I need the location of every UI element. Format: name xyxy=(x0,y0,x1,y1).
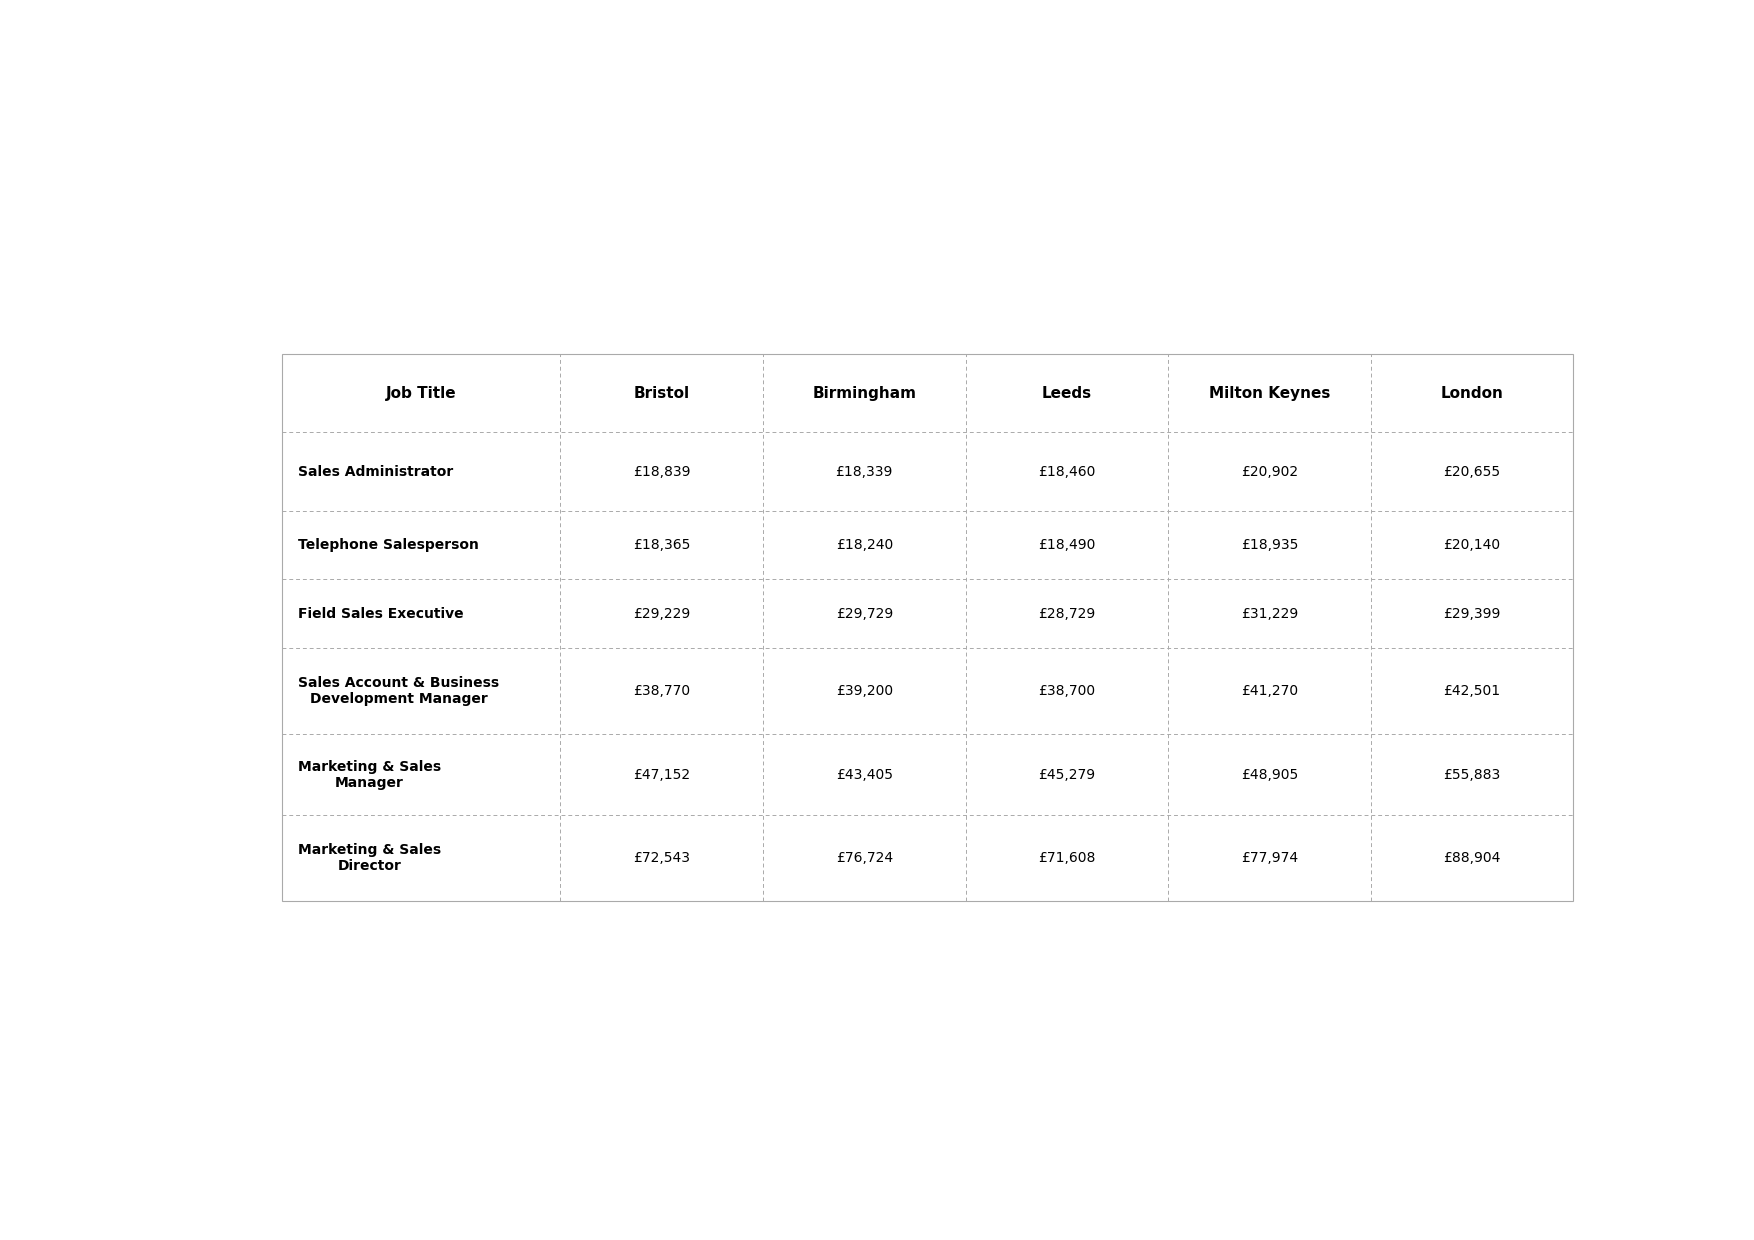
Text: £43,405: £43,405 xyxy=(835,768,893,781)
Text: £39,200: £39,200 xyxy=(835,684,893,698)
Text: Field Sales Executive: Field Sales Executive xyxy=(298,606,463,621)
Text: £28,729: £28,729 xyxy=(1038,606,1096,621)
Text: £76,724: £76,724 xyxy=(835,851,893,866)
Text: Birmingham: Birmingham xyxy=(812,386,916,401)
Text: £18,460: £18,460 xyxy=(1038,465,1096,479)
Text: £55,883: £55,883 xyxy=(1444,768,1500,781)
Text: £71,608: £71,608 xyxy=(1038,851,1096,866)
Text: £38,700: £38,700 xyxy=(1038,684,1094,698)
Text: Bristol: Bristol xyxy=(633,386,689,401)
Text: £31,229: £31,229 xyxy=(1240,606,1298,621)
Text: Job Title: Job Title xyxy=(386,386,456,401)
Text: £20,655: £20,655 xyxy=(1444,465,1500,479)
Text: £42,501: £42,501 xyxy=(1444,684,1500,698)
Text: £20,140: £20,140 xyxy=(1444,538,1500,552)
Text: £29,399: £29,399 xyxy=(1444,606,1501,621)
Text: Sales Administrator: Sales Administrator xyxy=(298,465,453,479)
Text: £45,279: £45,279 xyxy=(1038,768,1094,781)
Text: £20,902: £20,902 xyxy=(1240,465,1298,479)
Text: £18,365: £18,365 xyxy=(633,538,691,552)
Text: London: London xyxy=(1440,386,1503,401)
Text: £29,229: £29,229 xyxy=(633,606,691,621)
Text: £41,270: £41,270 xyxy=(1240,684,1298,698)
Text: £77,974: £77,974 xyxy=(1240,851,1298,866)
Text: £18,839: £18,839 xyxy=(633,465,691,479)
Text: £18,339: £18,339 xyxy=(835,465,893,479)
Text: £29,729: £29,729 xyxy=(835,606,893,621)
Text: Marketing & Sales
Manager: Marketing & Sales Manager xyxy=(298,760,442,790)
Text: Milton Keynes: Milton Keynes xyxy=(1209,386,1330,401)
Text: Marketing & Sales
Director: Marketing & Sales Director xyxy=(298,843,442,873)
Text: £72,543: £72,543 xyxy=(633,851,691,866)
Text: Telephone Salesperson: Telephone Salesperson xyxy=(298,538,479,552)
Text: £18,240: £18,240 xyxy=(835,538,893,552)
Text: £18,490: £18,490 xyxy=(1038,538,1096,552)
Text: £48,905: £48,905 xyxy=(1240,768,1298,781)
Text: £18,935: £18,935 xyxy=(1240,538,1298,552)
Text: £47,152: £47,152 xyxy=(633,768,691,781)
Text: £88,904: £88,904 xyxy=(1444,851,1501,866)
Text: £38,770: £38,770 xyxy=(633,684,691,698)
Text: Sales Account & Business
Development Manager: Sales Account & Business Development Man… xyxy=(298,676,500,707)
Text: Leeds: Leeds xyxy=(1042,386,1093,401)
